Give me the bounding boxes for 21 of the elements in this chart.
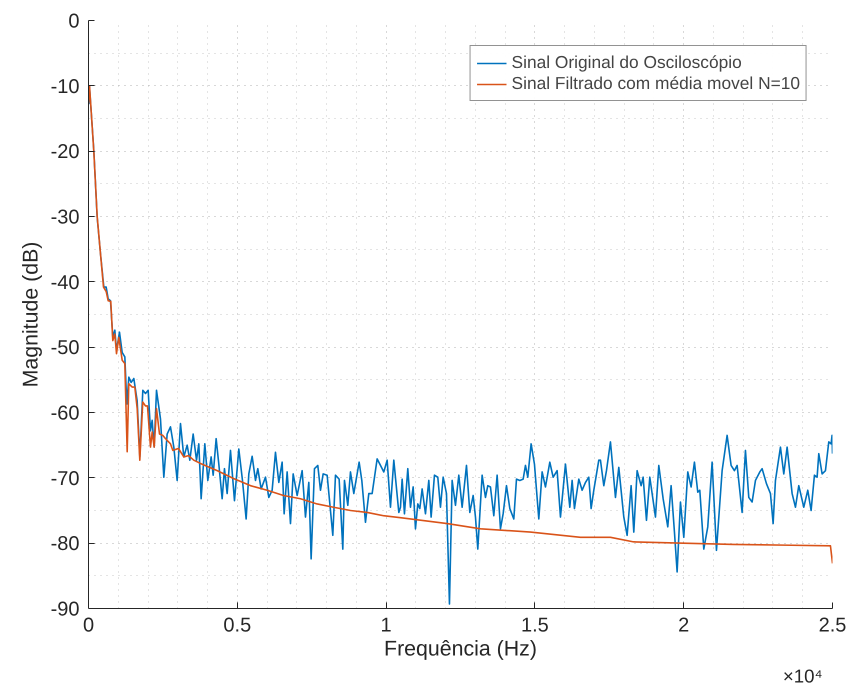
x-tick-label: 2 xyxy=(678,614,690,636)
y-tick-label: -60 xyxy=(50,402,80,424)
y-tick-label: 0 xyxy=(68,10,80,32)
y-tick-label: -20 xyxy=(50,141,80,164)
y-tick-label: -40 xyxy=(50,272,80,294)
y-axis-title: Magnitude (dB) xyxy=(18,242,43,388)
x-tick-label: 1 xyxy=(380,614,392,636)
x-axis-title: Frequência (Hz) xyxy=(384,636,537,660)
y-tick-label: -80 xyxy=(50,533,80,556)
x-tick-label: 2.5 xyxy=(818,614,846,636)
x-tick-label: 1.5 xyxy=(521,614,549,636)
x-tick-label: 0.5 xyxy=(223,614,252,636)
legend-label: Sinal Filtrado com média movel N=10 xyxy=(512,73,800,94)
y-tick-label: -90 xyxy=(50,598,80,620)
y-tick-label: -50 xyxy=(50,337,80,360)
x-tick-label: 0 xyxy=(82,614,94,636)
text: ×10⁴ xyxy=(782,666,823,686)
y-tick-label: -30 xyxy=(50,206,80,228)
y-tick-label: -70 xyxy=(50,468,80,490)
y-tick-label: -10 xyxy=(50,76,80,98)
legend-label: Sinal Original do Osciloscópio xyxy=(512,52,742,73)
